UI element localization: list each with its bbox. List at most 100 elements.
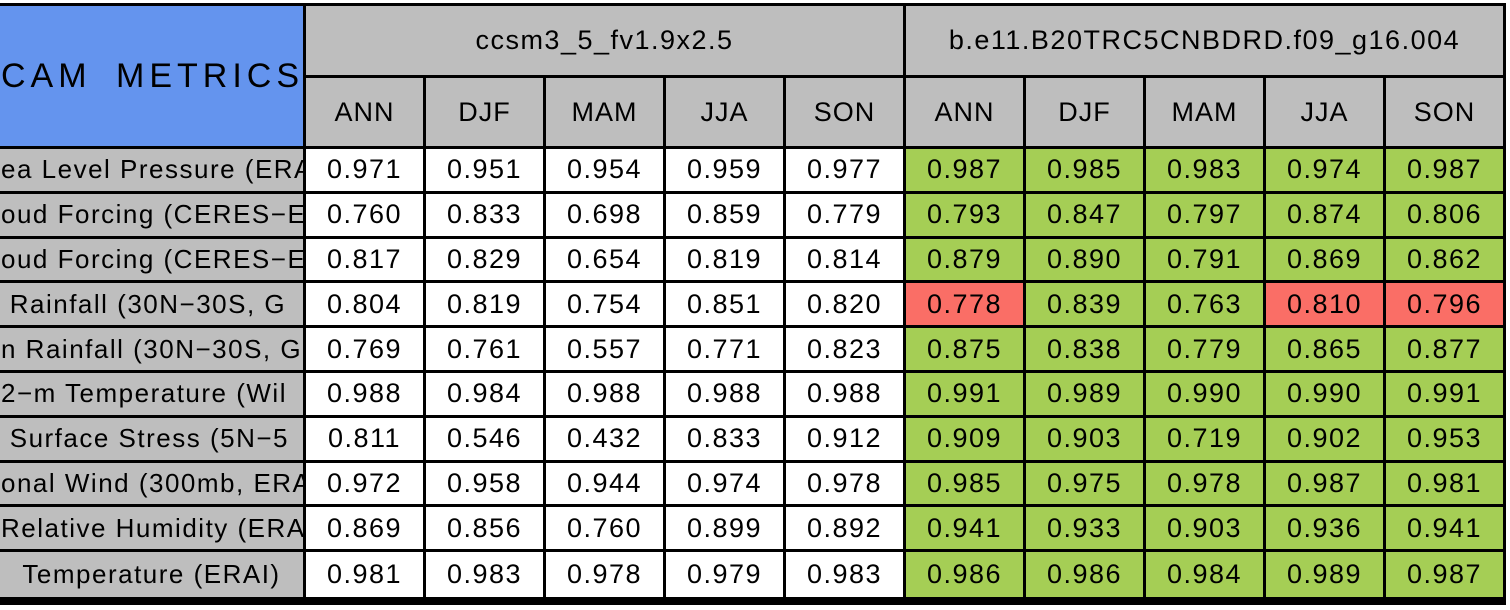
value-cell-model1: 0.951 (423, 149, 543, 194)
value-cell-model2-better: 0.990 (1143, 372, 1263, 418)
value-cell-model2-better: 0.933 (1023, 507, 1143, 553)
value-cell-model2-worse: 0.810 (1263, 283, 1383, 329)
value-cell-model1: 0.811 (303, 417, 423, 463)
value-cell-model2-better: 0.890 (1023, 238, 1143, 284)
value-cell-model2-better: 0.983 (1143, 149, 1263, 194)
value-cell-model1: 0.771 (663, 328, 783, 373)
model-1-header: ccsm3_5_fv1.9x2.5 (303, 6, 903, 78)
value-cell-model1: 0.981 (303, 552, 423, 597)
value-cell-model1: 0.988 (303, 372, 423, 418)
value-cell-model2-better: 0.875 (903, 328, 1023, 373)
value-cell-model1: 0.804 (303, 283, 423, 329)
value-cell-model2-better: 0.987 (1383, 149, 1503, 194)
value-cell-model1: 0.654 (543, 238, 663, 284)
value-cell-model1: 0.819 (663, 238, 783, 284)
season-header-m1-djf: DJF (423, 78, 543, 149)
value-cell-model1: 0.698 (543, 193, 663, 239)
value-cell-model1: 0.829 (423, 238, 543, 284)
value-cell-model1: 0.978 (783, 462, 903, 508)
value-cell-model1: 0.983 (423, 552, 543, 597)
row-label: Surface Stress (5N−5 (0, 417, 303, 463)
value-cell-model1: 0.954 (543, 149, 663, 194)
value-cell-model2-better: 0.953 (1383, 417, 1503, 463)
value-cell-model1: 0.754 (543, 283, 663, 329)
value-cell-model2-better: 0.903 (1143, 507, 1263, 553)
value-cell-model1: 0.859 (663, 193, 783, 239)
value-cell-model1: 0.899 (663, 507, 783, 553)
row-label: Temperature (ERAI) (0, 552, 303, 597)
cam-metrics-table: CAM METRICS ccsm3_5_fv1.9x2.5 b.e11.B20TRC… (0, 3, 1506, 605)
value-cell-model2-better: 0.978 (1143, 462, 1263, 508)
season-header-m1-mam: MAM (543, 78, 663, 149)
value-cell-model2-better: 0.865 (1263, 328, 1383, 373)
value-cell-model1: 0.892 (783, 507, 903, 553)
season-header-m1-son: SON (783, 78, 903, 149)
value-cell-model1: 0.959 (663, 149, 783, 194)
value-cell-model1: 0.856 (423, 507, 543, 553)
value-cell-model1: 0.823 (783, 328, 903, 373)
value-cell-model1: 0.977 (783, 149, 903, 194)
value-cell-model1: 0.958 (423, 462, 543, 508)
row-label: 2−m Temperature (Wil (0, 372, 303, 418)
value-cell-model1: 0.760 (303, 193, 423, 239)
season-header-m2-jja: JJA (1263, 78, 1383, 149)
value-cell-model2-better: 0.902 (1263, 417, 1383, 463)
value-cell-model2-better: 0.987 (1383, 552, 1503, 597)
season-header-m1-jja: JJA (663, 78, 783, 149)
value-cell-model2-better: 0.869 (1263, 238, 1383, 284)
value-cell-model2-better: 0.877 (1383, 328, 1503, 373)
value-cell-model1: 0.944 (543, 462, 663, 508)
value-cell-model2-better: 0.990 (1263, 372, 1383, 418)
value-cell-model1: 0.912 (783, 417, 903, 463)
season-header-m2-mam: MAM (1143, 78, 1263, 149)
value-cell-model2-better: 0.719 (1143, 417, 1263, 463)
value-cell-model1: 0.546 (423, 417, 543, 463)
value-cell-model2-better: 0.975 (1023, 462, 1143, 508)
value-cell-model2-better: 0.791 (1143, 238, 1263, 284)
value-cell-model2-better: 0.985 (903, 462, 1023, 508)
value-cell-model2-better: 0.986 (1023, 552, 1143, 597)
value-cell-model2-better: 0.974 (1263, 149, 1383, 194)
value-cell-model1: 0.760 (543, 507, 663, 553)
value-cell-model1: 0.779 (783, 193, 903, 239)
value-cell-model1: 0.851 (663, 283, 783, 329)
value-cell-model2-better: 0.941 (1383, 507, 1503, 553)
value-cell-model2-better: 0.989 (1023, 372, 1143, 418)
value-cell-model1: 0.761 (423, 328, 543, 373)
value-cell-model1: 0.769 (303, 328, 423, 373)
value-cell-model2-better: 0.879 (903, 238, 1023, 284)
row-label: ea Level Pressure (ERAI (0, 149, 303, 194)
value-cell-model2-better: 0.986 (903, 552, 1023, 597)
value-cell-model2-better: 0.987 (903, 149, 1023, 194)
value-cell-model1: 0.974 (663, 462, 783, 508)
value-cell-model2-better: 0.839 (1023, 283, 1143, 329)
value-cell-model1: 0.988 (783, 372, 903, 418)
model-2-header: b.e11.B20TRC5CNBDRD.f09_g16.004 (903, 6, 1503, 78)
value-cell-model1: 0.820 (783, 283, 903, 329)
value-cell-model1: 0.833 (423, 193, 543, 239)
value-cell-model1: 0.979 (663, 552, 783, 597)
value-cell-model1: 0.814 (783, 238, 903, 284)
value-cell-model2-worse: 0.796 (1383, 283, 1503, 329)
value-cell-model2-better: 0.909 (903, 417, 1023, 463)
value-cell-model2-better: 0.936 (1263, 507, 1383, 553)
value-cell-model2-better: 0.989 (1263, 552, 1383, 597)
value-cell-model2-better: 0.991 (1383, 372, 1503, 418)
row-label: n Rainfall (30N−30S, G (0, 328, 303, 373)
value-cell-model1: 0.972 (303, 462, 423, 508)
value-cell-model1: 0.833 (663, 417, 783, 463)
row-label: oud Forcing (CERES−E (0, 238, 303, 284)
value-cell-model1: 0.869 (303, 507, 423, 553)
value-cell-model1: 0.983 (783, 552, 903, 597)
value-cell-model2-better: 0.991 (903, 372, 1023, 418)
season-header-m2-djf: DJF (1023, 78, 1143, 149)
row-label: Rainfall (30N−30S, G (0, 283, 303, 329)
row-label: Relative Humidity (ERAI (0, 507, 303, 553)
value-cell-model1: 0.432 (543, 417, 663, 463)
value-cell-model1: 0.817 (303, 238, 423, 284)
value-cell-model2-better: 0.806 (1383, 193, 1503, 239)
value-cell-model2-better: 0.984 (1143, 552, 1263, 597)
value-cell-model2-better: 0.779 (1143, 328, 1263, 373)
table-title: CAM METRICS (0, 6, 303, 149)
